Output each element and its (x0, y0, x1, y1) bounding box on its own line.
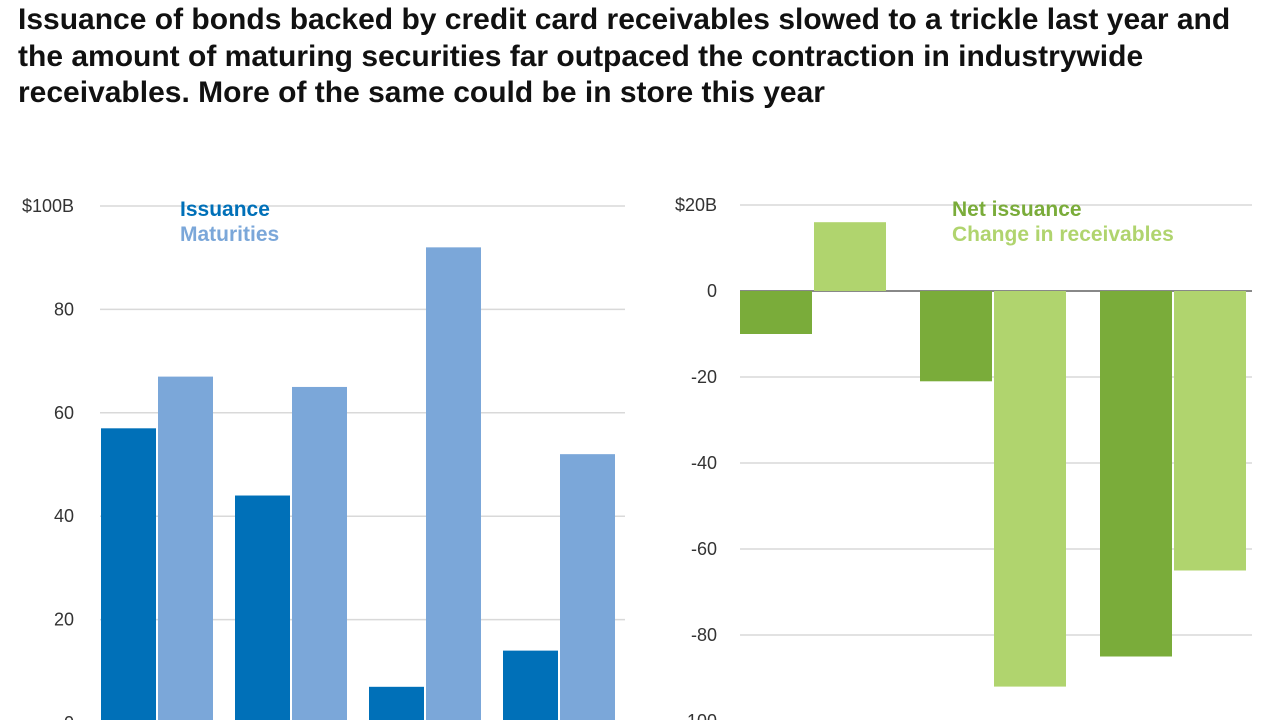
left-y-tick-label-1: 20 (54, 610, 74, 630)
left-y-tick-label-5: $100B (22, 196, 74, 216)
right-y-tick-label-0: -100 (681, 711, 717, 720)
left-y-tick-label-0: 0 (64, 713, 74, 720)
right-bar-change-in-receivables-3 (1174, 291, 1246, 571)
right-bar-change-in-receivables-1 (814, 222, 886, 291)
right-y-tick-label-3: -40 (691, 453, 717, 473)
left-bar-maturities-3 (426, 247, 481, 720)
right-bar-change-in-receivables-2 (994, 291, 1066, 687)
left-bar-issuance-3 (369, 686, 424, 720)
left-legend-label-issuance: Issuance (180, 198, 270, 221)
chart-headline: Issuance of bonds backed by credit card … (18, 3, 1231, 109)
left-bar-issuance-2 (235, 495, 290, 720)
right-y-tick-label-4: -20 (691, 367, 717, 387)
chart-right: -100 -80 -60 -40 -20 0 $20B Net issuanceChange… (675, 195, 1252, 720)
right-tick-labels: -100 -80 -60 -40 -20 0 $20B (675, 195, 717, 720)
left-bar-maturities-1 (158, 376, 213, 720)
left-y-tick-label-4: 80 (54, 299, 74, 319)
left-bar-issuance-4 (503, 650, 558, 720)
right-legend-label-change-in-receivables: Change in receivables (952, 223, 1174, 246)
left-y-tick-label-3: 60 (54, 403, 74, 423)
right-y-tick-label-5: 0 (707, 281, 717, 301)
right-bar-net-issuance-2 (920, 291, 992, 382)
left-bar-maturities-4 (560, 454, 615, 720)
right-legend-label-net-issuance: Net issuance (952, 198, 1082, 221)
left-legend-label-maturities: Maturities (180, 223, 279, 246)
left-tick-labels: 0 20 40 60 80 $100B (22, 196, 74, 720)
left-bar-issuance-1 (101, 428, 156, 720)
right-bars (740, 222, 1246, 687)
right-y-tick-label-1: -80 (691, 625, 717, 645)
right-y-tick-label-2: -60 (691, 539, 717, 559)
left-y-tick-label-2: 40 (54, 506, 74, 526)
right-bar-net-issuance-1 (740, 291, 812, 334)
left-bar-maturities-2 (292, 386, 347, 720)
right-bar-net-issuance-3 (1100, 291, 1172, 657)
right-y-tick-label-6: $20B (675, 195, 717, 215)
left-bars (101, 247, 615, 720)
